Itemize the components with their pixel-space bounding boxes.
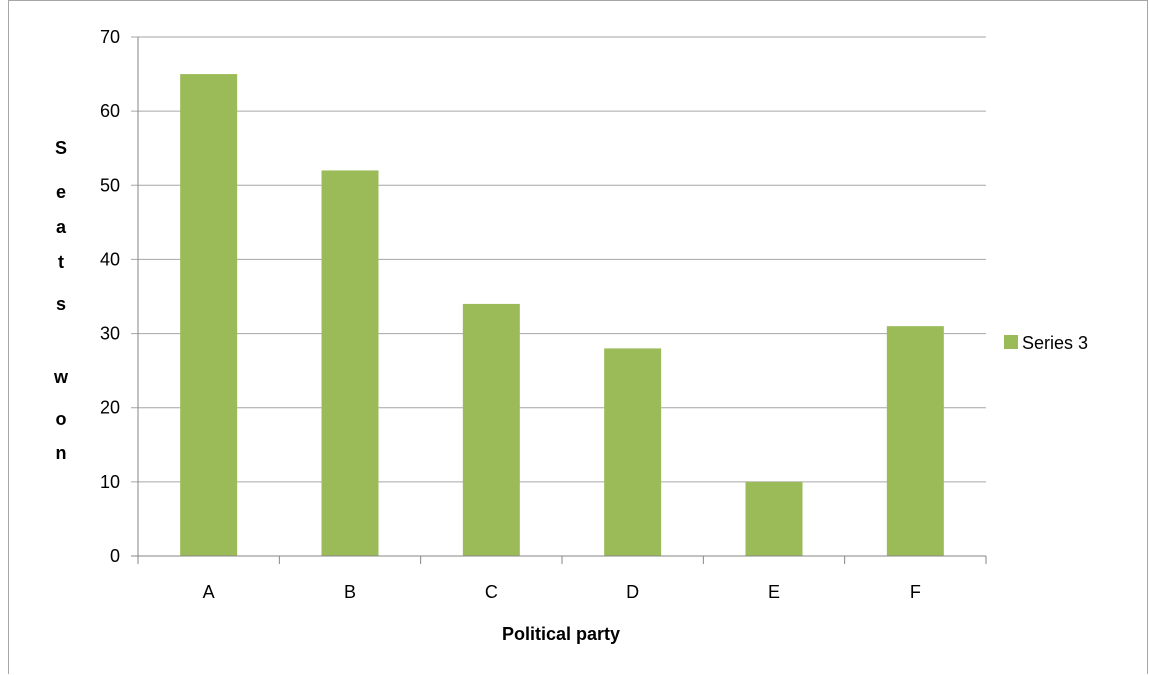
y-tick-label: 0 <box>110 546 120 566</box>
y-tick-label: 20 <box>100 398 120 418</box>
y-axis-title-letter: t <box>58 252 64 272</box>
gridlines <box>131 36 986 483</box>
y-axis-title-letter: s <box>56 294 66 314</box>
legend-swatch <box>1004 335 1018 349</box>
x-tick-label: E <box>768 582 780 602</box>
y-tick-label: 70 <box>100 27 120 47</box>
x-tick-label: B <box>344 582 356 602</box>
x-tick-label: F <box>910 582 921 602</box>
y-tick-labels: 0 10 20 30 40 50 60 70 <box>100 27 120 566</box>
y-axis-title-letter: e <box>56 182 66 202</box>
y-tick-label: 50 <box>100 175 120 195</box>
x-tick-label: A <box>203 582 215 602</box>
legend-label-series-3: Series 3 <box>1022 333 1088 353</box>
bar-A <box>180 74 238 557</box>
bar-E <box>745 481 803 556</box>
legend: Series 3 <box>1004 333 1088 353</box>
y-axis-title-letter: o <box>56 409 67 429</box>
bar-C <box>462 303 520 556</box>
x-tick-label: C <box>485 582 498 602</box>
y-axis-title-letter: w <box>53 367 69 387</box>
x-tick-label: D <box>626 582 639 602</box>
chart-frame <box>8 0 1148 674</box>
bar-D <box>604 348 662 556</box>
y-tick-label: 60 <box>100 101 120 121</box>
y-axis-title-letter: a <box>56 217 67 237</box>
bar-F <box>886 326 944 556</box>
y-tick-label: 10 <box>100 472 120 492</box>
y-axis-title-letter: n <box>56 443 67 463</box>
x-axis-title: Political party <box>502 624 620 644</box>
bar-B <box>321 170 379 556</box>
x-tick-labels: A B C D E F <box>137 556 987 602</box>
y-axis-title-letter: S <box>55 138 67 158</box>
bars <box>180 74 944 557</box>
axes <box>131 37 986 557</box>
y-tick-label: 40 <box>100 249 120 269</box>
y-tick-label: 30 <box>100 324 120 344</box>
